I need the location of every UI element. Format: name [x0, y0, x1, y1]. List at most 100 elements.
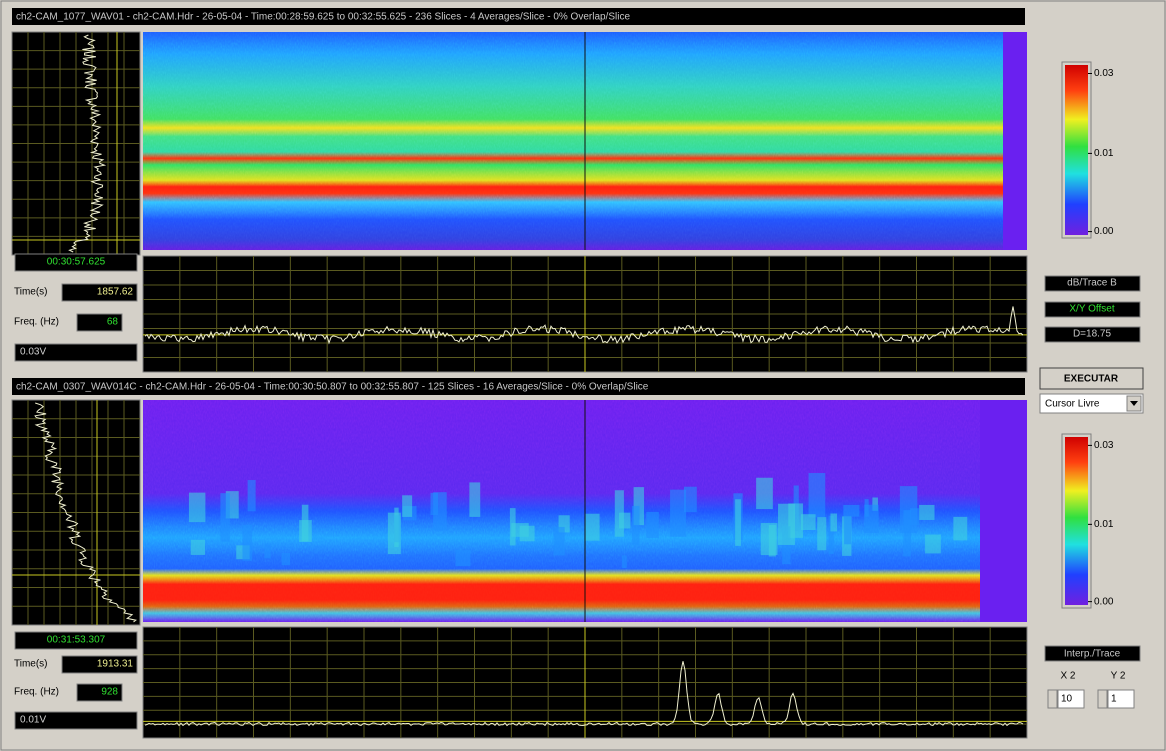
amplitude-box: [14, 343, 138, 362]
x-value[interactable]: 10: [1061, 694, 1073, 705]
spectrogram-blob: [903, 510, 911, 557]
spectrogram-blob: [190, 539, 206, 555]
spectrogram-blob: [585, 513, 600, 541]
spectrogram-blob: [760, 523, 778, 556]
spectrogram-blob: [220, 493, 230, 542]
amplitude: 0.01V: [20, 715, 46, 726]
amplitude-box: [14, 711, 138, 730]
time-value-box: [61, 283, 138, 302]
freq-value: 928: [101, 687, 118, 698]
freq-label: Freq. (Hz): [14, 687, 59, 698]
spectrogram-blob: [433, 492, 447, 531]
spectrogram-blob: [919, 504, 935, 520]
colorbar-tick-label: 0.03: [1094, 68, 1114, 79]
spectrogram-blob: [299, 520, 312, 542]
colorbar: [1065, 65, 1088, 235]
spectrogram-blob: [844, 516, 852, 545]
y-input[interactable]: [1107, 689, 1135, 709]
freq-value-box: [76, 313, 123, 332]
spectrogram-blob: [830, 513, 838, 532]
side-readout: dB/Trace B: [1067, 278, 1117, 289]
colorbar-tick-label: 0.03: [1094, 440, 1114, 451]
side-readout-box: [1044, 275, 1141, 292]
spectrogram-blob: [808, 473, 826, 518]
cursor-time: 00:30:57.625: [47, 257, 106, 268]
time-value-box: [61, 655, 138, 674]
colorbar-tick-label: 0.00: [1094, 226, 1114, 237]
spectrogram-blob: [511, 523, 529, 537]
spectrogram-blob: [469, 482, 481, 517]
spectrogram-blob: [619, 512, 631, 529]
spectrogram-blob: [670, 489, 687, 537]
spectrogram-blob: [828, 515, 834, 554]
time-value: 1913.31: [97, 659, 134, 670]
spectrogram-blob: [778, 503, 795, 545]
spectrogram-blob: [553, 526, 565, 556]
header-text: ch2-CAM_0307_WAV014C - ch2-CAM.Hdr - 26-…: [16, 382, 649, 393]
amplitude: 0.03V: [20, 347, 46, 358]
side-readout: X/Y Offset: [1069, 304, 1114, 315]
spectrogram-blob: [242, 524, 253, 561]
cursor-dropdown[interactable]: [1039, 393, 1144, 414]
trace-curve: [144, 306, 1024, 345]
time-label: Time(s): [14, 659, 48, 670]
y-value[interactable]: 1: [1111, 694, 1117, 705]
spectrogram-blob: [756, 477, 773, 510]
freq-value-box: [76, 683, 123, 702]
spectrogram-blob: [800, 514, 816, 530]
spectrogram-blob: [864, 499, 869, 517]
spectrogram-blob: [387, 512, 401, 555]
side-readout-box: [1044, 326, 1141, 343]
side-readout: D=18.75: [1073, 329, 1112, 340]
spectrogram-blob: [872, 497, 878, 511]
colorbar-tick-label: 0.01: [1094, 519, 1114, 530]
spectrogram-blob: [632, 505, 640, 545]
spectrogram-blob: [735, 499, 741, 546]
x-input[interactable]: [1057, 689, 1085, 709]
dropdown-arrow: [1130, 401, 1138, 406]
spectrogram-blob: [455, 549, 471, 567]
spectrogram-blob: [683, 486, 697, 513]
spinner[interactable]: [1047, 689, 1058, 709]
colorbar-tick-label: 0.01: [1094, 148, 1114, 159]
spinner[interactable]: [1097, 689, 1108, 709]
spectrogram-blob: [646, 511, 659, 539]
spectrogram-blob: [188, 492, 206, 523]
colorbar: [1065, 437, 1088, 605]
mode-label: Interp./Trace: [1064, 649, 1121, 660]
spectrogram-edge: [980, 400, 1027, 622]
spectrogram-blob: [621, 555, 627, 569]
trace-curve: [144, 661, 1024, 727]
spectrogram-blob: [817, 517, 827, 551]
execute-button-label[interactable]: EXECUTAR: [1064, 374, 1119, 385]
colorbar-tick-label: 0.00: [1094, 596, 1114, 607]
freq-value: 68: [107, 317, 119, 328]
y-label: Y 2: [1111, 671, 1126, 682]
spectrogram-blob: [247, 480, 256, 512]
header-text: ch2-CAM_1077_WAV01 - ch2-CAM.Hdr - 26-05…: [16, 12, 630, 23]
time-value: 1857.62: [97, 287, 134, 298]
spectrogram-blob: [910, 508, 920, 526]
side-readout-box: [1044, 301, 1141, 318]
spectrogram-blob: [843, 504, 860, 517]
time-label: Time(s): [14, 287, 48, 298]
header-bar: [12, 378, 1025, 395]
spectrogram-blob: [264, 543, 271, 559]
freq-label: Freq. (Hz): [14, 317, 59, 328]
cursor-dropdown-value[interactable]: Cursor Livre: [1045, 399, 1100, 410]
spectrogram-blob: [281, 552, 291, 566]
header-bar: [12, 8, 1025, 25]
spectrogram-blob: [402, 495, 413, 517]
profile-curve: [34, 402, 137, 623]
profile-curve: [68, 34, 107, 253]
spectrogram-edge: [1003, 32, 1027, 250]
execute-button[interactable]: [1039, 367, 1144, 390]
cursor-time-box: [14, 631, 138, 650]
mode-box: [1044, 645, 1141, 662]
x-label: X 2: [1060, 671, 1075, 682]
spectrogram-blob: [953, 516, 968, 541]
spectrogram-blob: [925, 534, 941, 554]
